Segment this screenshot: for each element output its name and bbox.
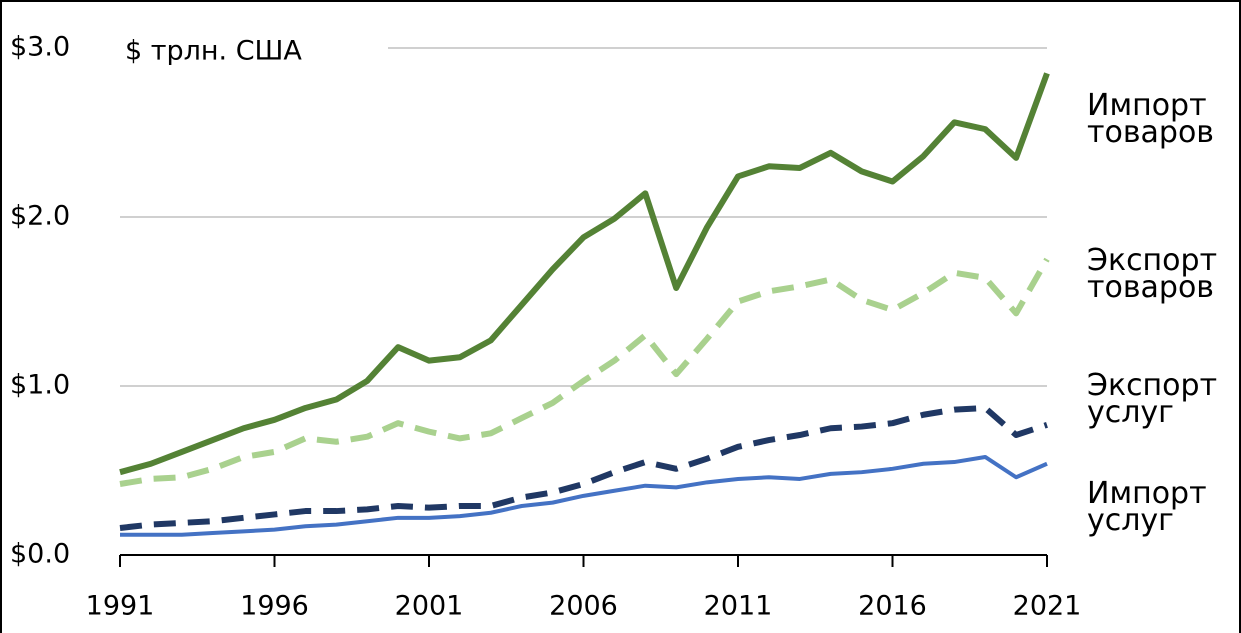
y-axis-label: $ трлн. США bbox=[125, 36, 302, 67]
x-tick-label: 1991 bbox=[86, 591, 155, 622]
series-label: Импорт услуг bbox=[1087, 476, 1207, 538]
x-tick-label: 1996 bbox=[240, 591, 309, 622]
series-line bbox=[119, 72, 1050, 476]
x-tick-label: 2001 bbox=[395, 591, 464, 622]
x-tick-label: 2011 bbox=[704, 591, 773, 622]
y-tick-label: $0.0 bbox=[10, 539, 70, 570]
y-tick-label: $2.0 bbox=[10, 201, 70, 232]
x-tick-label: 2021 bbox=[1013, 591, 1082, 622]
series-line bbox=[119, 404, 1048, 531]
y-tick-label: $1.0 bbox=[10, 370, 70, 401]
label-bg bbox=[118, 28, 388, 72]
series-label: Экспорт товаров bbox=[1087, 243, 1218, 305]
series-label: Экспорт услуг bbox=[1087, 368, 1218, 430]
series-line bbox=[119, 257, 1050, 487]
y-tick-label: $3.0 bbox=[10, 32, 70, 63]
series-line bbox=[120, 454, 1048, 537]
x-tick-label: 2016 bbox=[858, 591, 927, 622]
series-label: Импорт товаров bbox=[1087, 88, 1214, 150]
x-tick-label: 2006 bbox=[549, 591, 618, 622]
